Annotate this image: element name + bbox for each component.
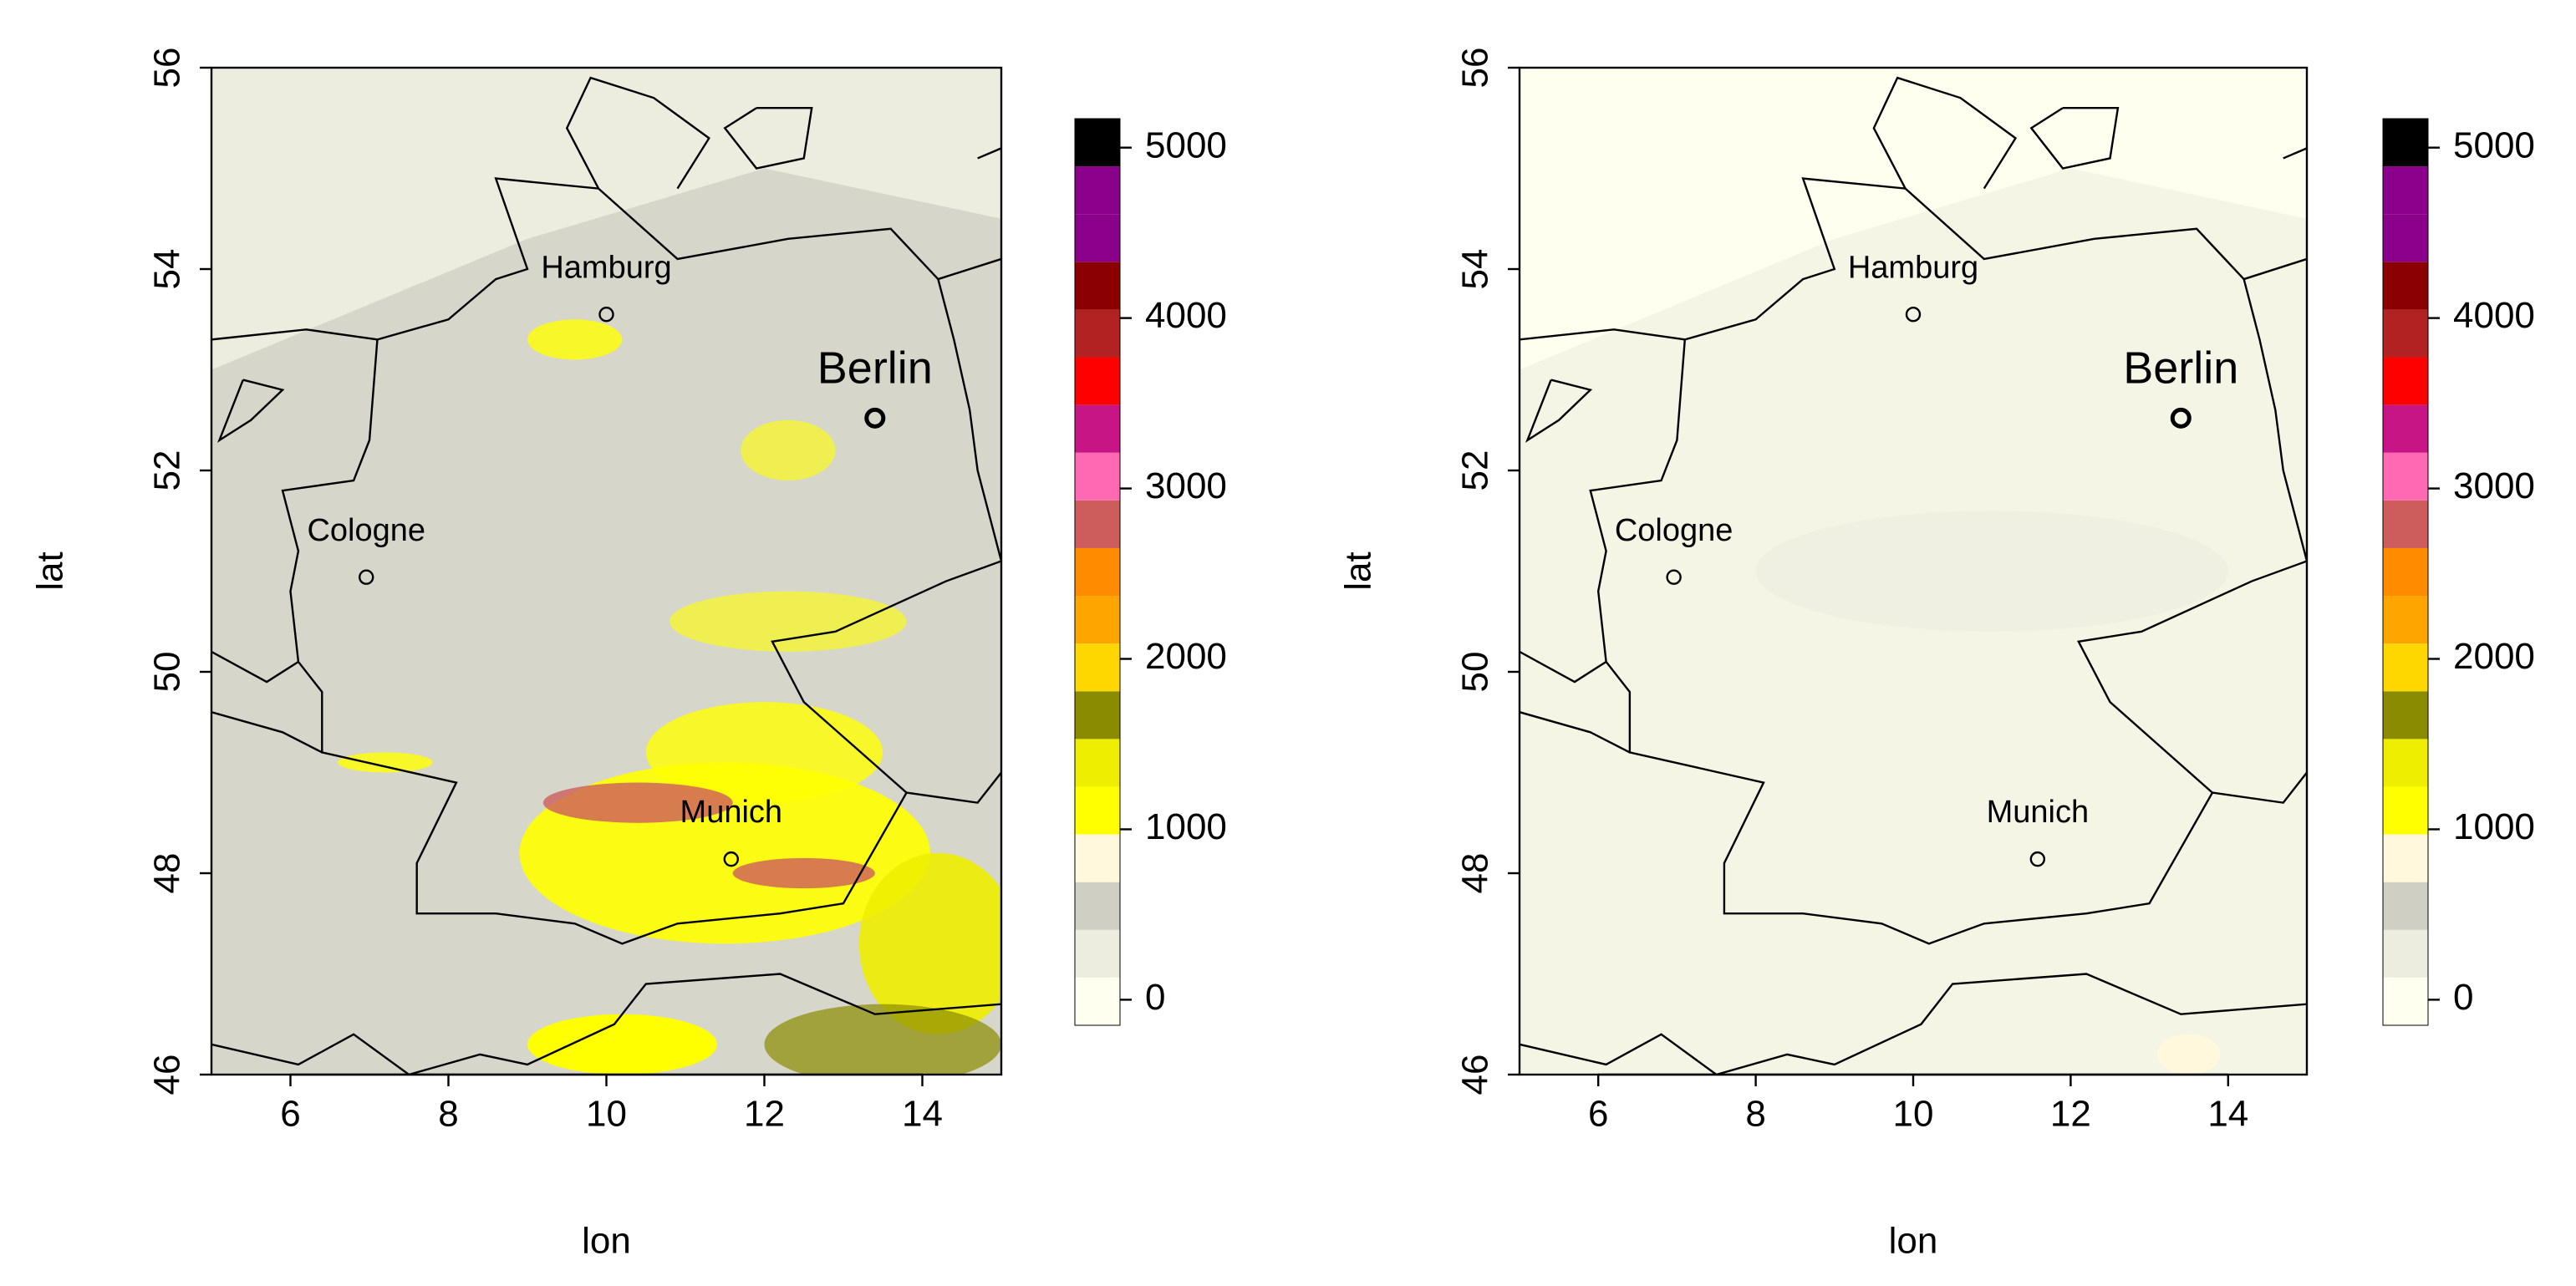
colorbar-segment [2383,739,2428,787]
y-tick-label: 52 [147,450,188,491]
colorbar-segment [1075,500,1120,548]
colorbar-segment [1075,739,1120,787]
x-tick-label: 14 [2207,1094,2248,1135]
colorbar-segment [2383,404,2428,453]
colorbar-segment [1075,691,1120,740]
colorbar-segment [2383,929,2428,978]
colorbar-segment [1075,643,1120,692]
colorbar-segment [2383,596,2428,644]
colorbar-tick-label: 3000 [1145,465,1227,506]
y-tick-label: 54 [147,249,188,290]
colorbar-segment [2383,786,2428,835]
colorbar-segment [1075,119,1120,167]
x-tick-label: 8 [438,1094,458,1135]
colorbar-segment [2383,643,2428,692]
colorbar-segment [1075,929,1120,978]
field-panel-2 [1520,68,2307,1075]
city-label: Cologne [307,513,425,548]
y-axis-title: lat [30,552,71,590]
colorbar-segment [2383,166,2428,215]
city-label: Hamburg [541,250,671,285]
y-tick-label: 48 [1455,853,1496,894]
colorbar-segment [1075,882,1120,930]
colorbar-segment [2383,214,2428,262]
y-tick-label: 50 [147,652,188,693]
colorbar-segment [2383,119,2428,167]
colorbar-segment [1075,309,1120,358]
x-tick-label: 10 [586,1094,627,1135]
colorbar-segment [1075,357,1120,405]
city-marker [1905,307,1922,323]
x-tick-label: 12 [744,1094,785,1135]
colorbar-segment [1075,786,1120,835]
colorbar-segment [2383,977,2428,1025]
y-tick-label: 54 [1455,249,1496,290]
colorbar-tick-label: 5000 [1145,125,1227,165]
city-marker [1666,569,1682,585]
colorbar-tick-label: 2000 [2453,636,2535,677]
colorbar-tick-label: 5000 [2453,125,2535,165]
city-marker [598,307,614,323]
colorbar-segment [2383,500,2428,548]
colorbar-segment [2383,691,2428,740]
city-marker [864,407,886,429]
city-marker [2170,407,2192,429]
city-label: Berlin [2123,343,2238,394]
x-axis-title: lon [582,1221,631,1262]
city-label: Berlin [817,343,933,394]
colorbar-segment [2383,262,2428,310]
colorbar-segment [1075,166,1120,215]
colorbar-segment [2383,547,2428,597]
colorbar-frame [2382,118,2429,1026]
x-tick-label: 10 [1893,1094,1934,1135]
y-tick-label: 46 [147,1055,188,1095]
city-marker [359,569,374,585]
city-label: Munich [1987,795,2090,830]
y-tick-label: 50 [1455,652,1496,693]
colorbar-segment [1075,452,1120,501]
x-tick-label: 12 [2050,1094,2091,1135]
colorbar-tick-label: 3000 [2453,465,2535,506]
colorbar-segment [2383,834,2428,882]
colorbar-segment [1075,596,1120,644]
city-marker [2029,851,2046,867]
colorbar-tick-label: 1000 [2453,806,2535,847]
colorbar-tick-label: 4000 [2453,295,2535,336]
y-tick-label: 52 [1455,450,1496,491]
x-axis-title: lon [1889,1221,1938,1262]
colorbar-segment [2383,357,2428,405]
city-marker [723,851,740,867]
field-panel-1 [211,68,1001,1075]
colorbar-segment [1075,262,1120,310]
x-tick-label: 6 [1588,1094,1608,1135]
colorbar-frame [1074,118,1121,1026]
x-tick-label: 8 [1745,1094,1765,1135]
city-label: Hamburg [1848,250,1978,285]
city-label: Cologne [1615,513,1733,548]
x-tick-label: 14 [902,1094,943,1135]
colorbar-segment [1075,834,1120,882]
colorbar-segment [2383,882,2428,930]
colorbar-segment [1075,214,1120,262]
city-label: Munich [680,795,783,830]
colorbar-tick-label: 4000 [1145,295,1227,336]
colorbar-segment [1075,404,1120,453]
colorbar-segment [1075,977,1120,1025]
y-tick-label: 46 [1455,1055,1496,1095]
y-tick-label: 48 [147,853,188,894]
colorbar-tick-label: 0 [2453,977,2473,1018]
colorbar-segment [2383,309,2428,358]
x-tick-label: 6 [280,1094,300,1135]
colorbar-segment [2383,452,2428,501]
colorbar-tick-label: 1000 [1145,806,1227,847]
colorbar-tick-label: 0 [1145,977,1165,1018]
y-tick-label: 56 [147,48,188,89]
y-axis-title: lat [1338,552,1379,590]
colorbar-tick-label: 2000 [1145,636,1227,677]
y-tick-label: 56 [1455,48,1496,89]
colorbar-segment [1075,547,1120,597]
